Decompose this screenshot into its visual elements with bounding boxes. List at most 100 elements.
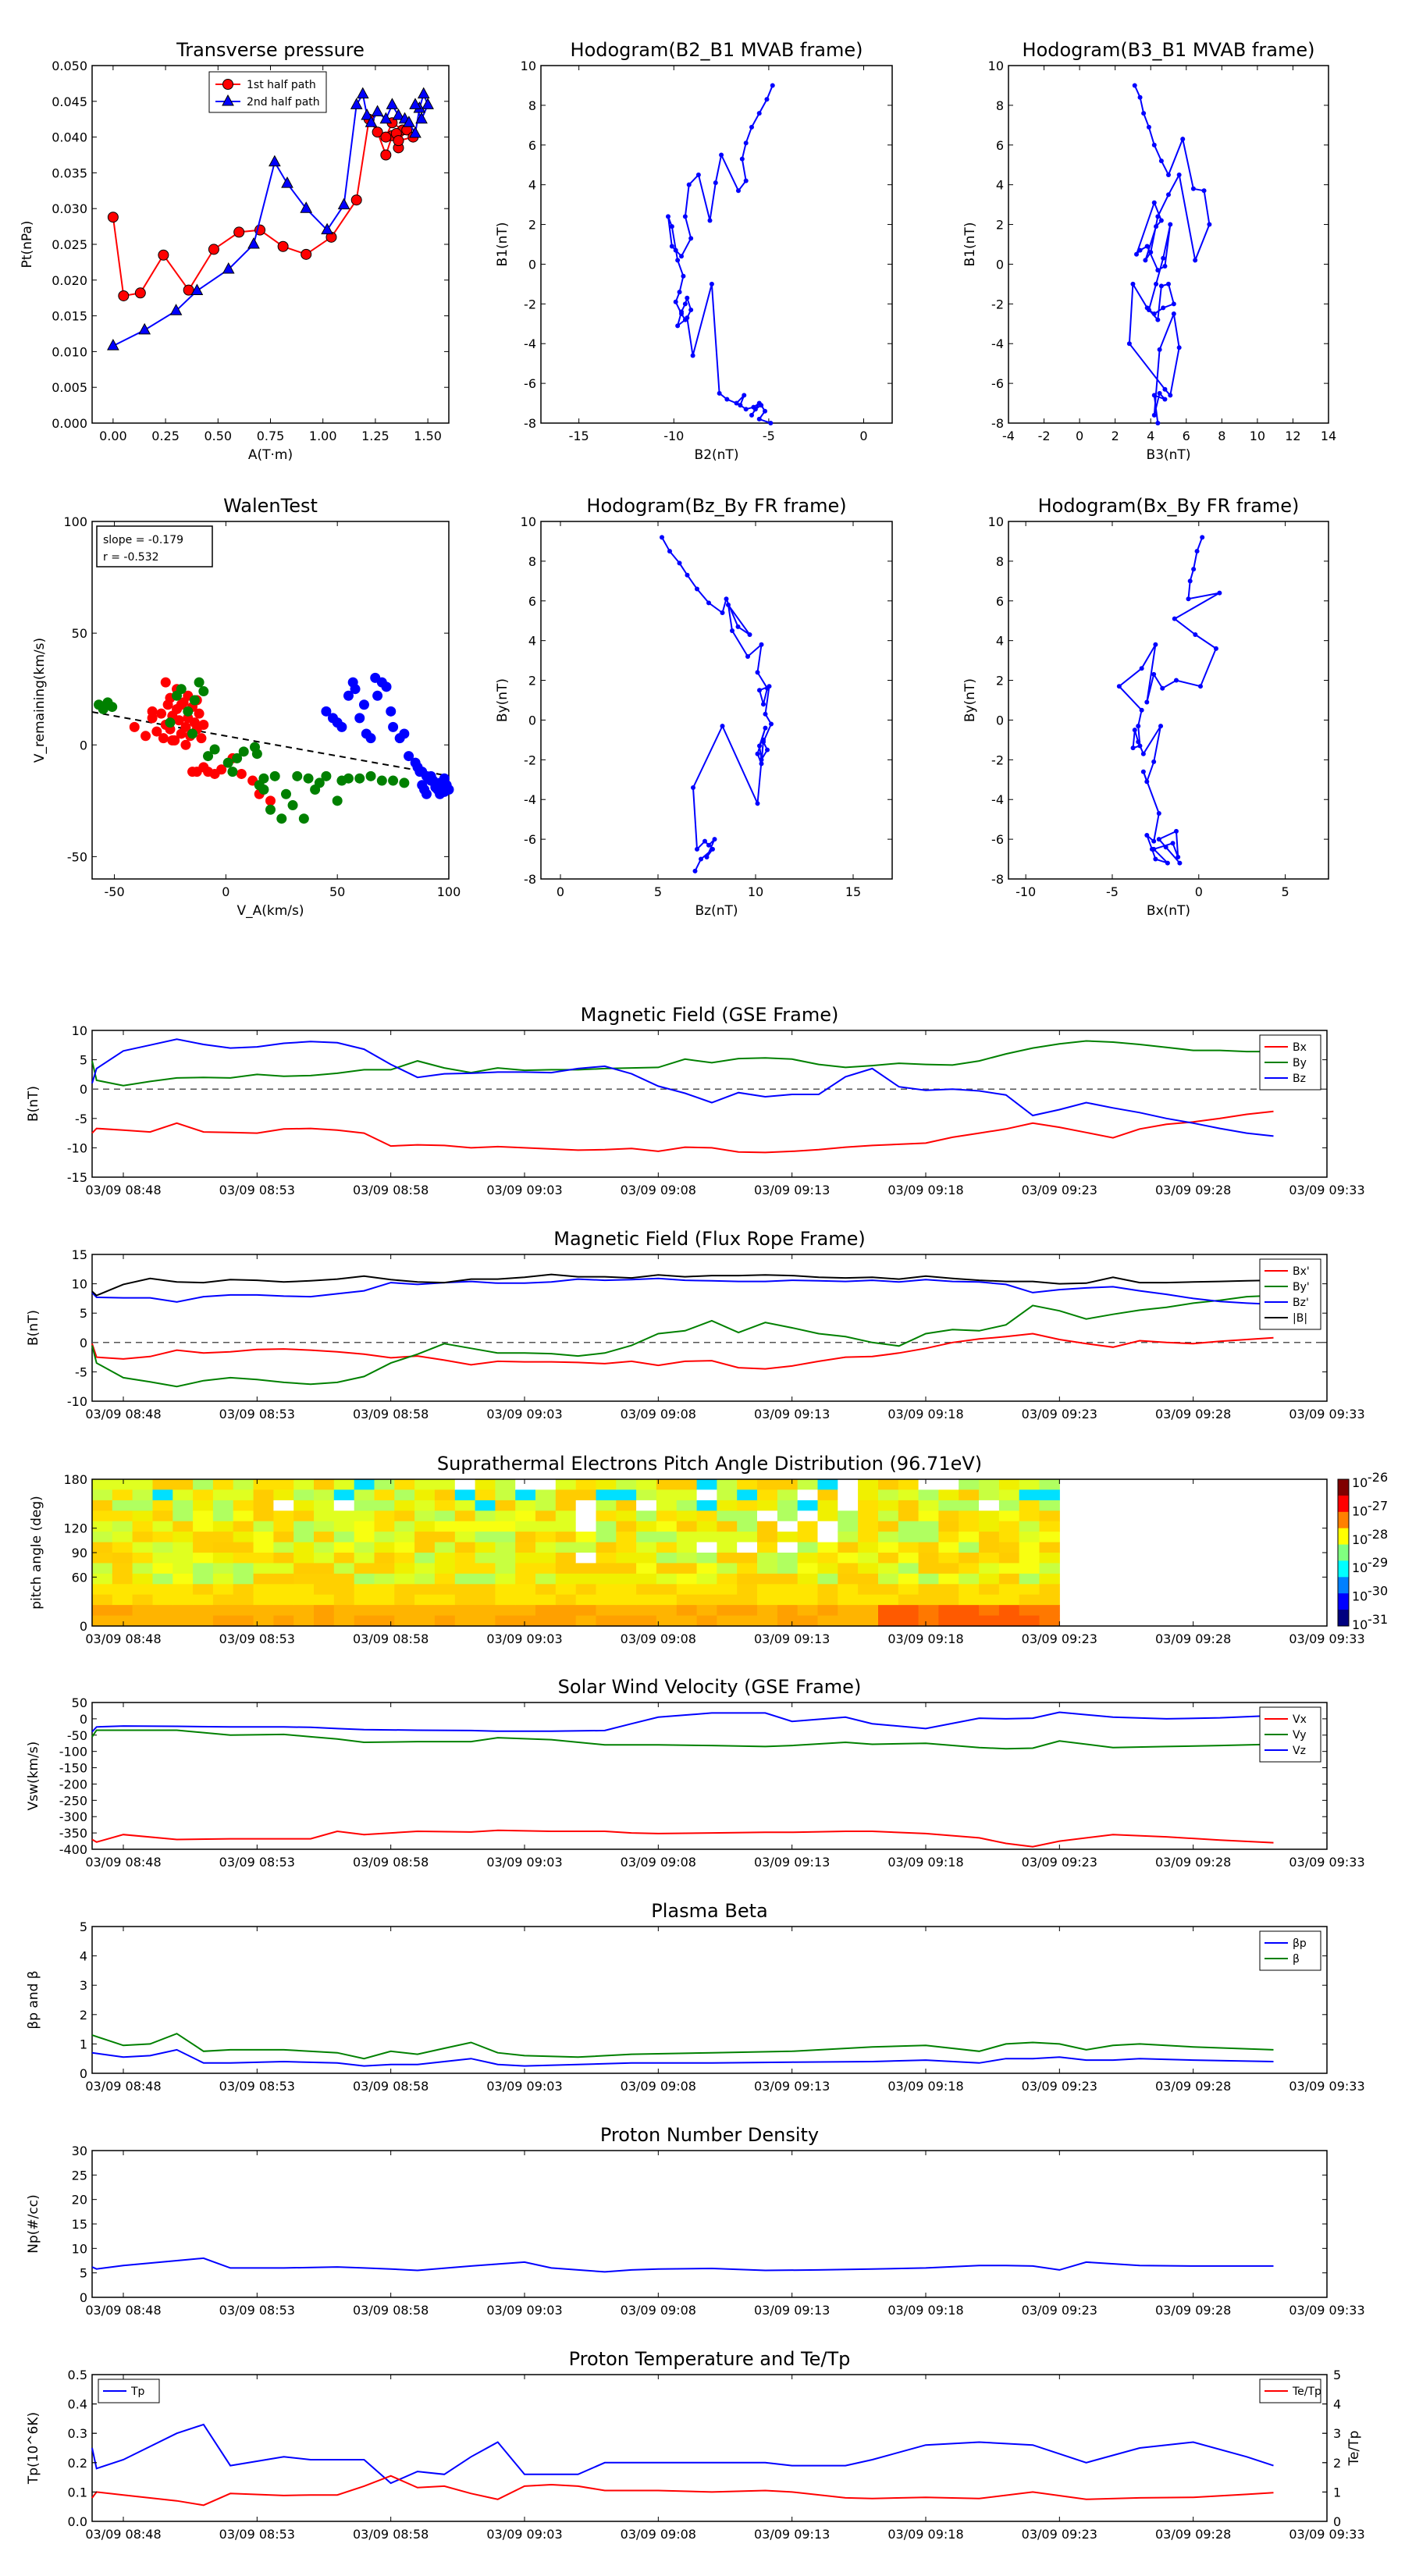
heatmap-cell bbox=[616, 1521, 637, 1532]
x-time-label: 03/09 09:18 bbox=[887, 1407, 963, 1421]
legend-label: By bbox=[1293, 1057, 1307, 1069]
heatmap-cell bbox=[1019, 1521, 1040, 1532]
data-point bbox=[763, 408, 768, 414]
heatmap-cell bbox=[575, 1573, 597, 1585]
x-tick-label: 15 bbox=[845, 884, 861, 899]
heatmap-cell bbox=[696, 1521, 717, 1532]
heatmap-cell bbox=[696, 1479, 717, 1490]
heatmap-cell bbox=[858, 1584, 879, 1596]
heatmap-cell bbox=[938, 1479, 959, 1490]
chart-title: Hodogram(Bx_By FR frame) bbox=[1038, 495, 1300, 517]
x-time-label: 03/09 09:13 bbox=[754, 1407, 830, 1421]
x-tick-label: -5 bbox=[763, 429, 775, 443]
heatmap-cell bbox=[878, 1510, 899, 1522]
heatmap-cell bbox=[838, 1594, 859, 1606]
heatmap-cell bbox=[979, 1542, 1000, 1553]
data-point bbox=[756, 416, 762, 422]
heatmap-cell bbox=[676, 1542, 698, 1553]
heatmap-cell bbox=[374, 1553, 395, 1564]
scatter-point bbox=[365, 733, 376, 744]
heatmap-cell bbox=[998, 1532, 1020, 1543]
x-tick-label: 2 bbox=[1112, 429, 1119, 443]
y-tick-label: 8 bbox=[528, 98, 536, 113]
heatmap-cell bbox=[92, 1584, 113, 1596]
scatter-point bbox=[332, 795, 343, 806]
legend-label: βp bbox=[1293, 1937, 1307, 1950]
heatmap-cell bbox=[475, 1542, 496, 1553]
heatmap-cell bbox=[898, 1563, 919, 1574]
scatter-point bbox=[194, 708, 205, 719]
y-axis-label: B1(nT) bbox=[962, 222, 978, 267]
heatmap-cell bbox=[212, 1605, 234, 1617]
heatmap-cell bbox=[374, 1615, 395, 1627]
scatter-point bbox=[176, 699, 187, 710]
heatmap-cell bbox=[1039, 1605, 1060, 1617]
heatmap-cell bbox=[596, 1605, 617, 1617]
heatmap-cell bbox=[717, 1510, 738, 1522]
heatmap-cell bbox=[979, 1584, 1000, 1596]
data-point bbox=[1151, 311, 1157, 317]
series-line-Vz bbox=[91, 1711, 1274, 1733]
scatter-point bbox=[238, 746, 249, 757]
data-point bbox=[107, 212, 119, 223]
heatmap-cell bbox=[918, 1479, 939, 1490]
heatmap-cell bbox=[495, 1479, 516, 1490]
data-point bbox=[300, 201, 313, 213]
data-point bbox=[752, 407, 758, 412]
heatmap-cell bbox=[656, 1489, 678, 1501]
x-time-label: 03/09 08:58 bbox=[353, 1183, 429, 1197]
data-point bbox=[1156, 837, 1161, 842]
legend-label: Bx bbox=[1293, 1041, 1307, 1054]
x-tick-label: -50 bbox=[104, 884, 124, 899]
heatmap-cell bbox=[333, 1542, 355, 1553]
heatmap-cell bbox=[515, 1521, 536, 1532]
x-tick-label: 0.00 bbox=[99, 429, 127, 443]
data-point bbox=[1198, 684, 1203, 689]
heatmap-cell bbox=[817, 1479, 838, 1490]
data-point bbox=[757, 688, 762, 693]
heatmap-cell bbox=[112, 1573, 133, 1585]
data-point bbox=[1201, 188, 1207, 194]
data-point bbox=[1156, 811, 1161, 817]
chart-walen: -50 0 50 100 -50 0 50 100 WalenTest V_A(km/s) V_re… bbox=[32, 495, 461, 919]
data-point bbox=[699, 856, 703, 862]
heatmap-cell bbox=[354, 1489, 375, 1501]
heatmap-cell bbox=[878, 1615, 899, 1627]
data-point bbox=[1137, 247, 1143, 253]
heatmap-cell bbox=[797, 1563, 819, 1574]
heatmap-cell bbox=[858, 1489, 879, 1501]
heatmap-cell bbox=[414, 1615, 436, 1627]
data-point bbox=[1170, 841, 1176, 846]
chart-pad: 03/09 08:48 03/09 08:53 03/09 08:58 03/09 0… bbox=[29, 1453, 1388, 1646]
heatmap-cell bbox=[555, 1532, 577, 1543]
heatmap-cell bbox=[273, 1594, 294, 1606]
heatmap-cell bbox=[959, 1500, 980, 1511]
data-point bbox=[742, 393, 747, 398]
heatmap-cell bbox=[959, 1479, 980, 1490]
data-point bbox=[321, 222, 333, 235]
heatmap-cell bbox=[717, 1594, 738, 1606]
x-axis-label: A(T·m) bbox=[248, 447, 293, 463]
scatter-point bbox=[269, 770, 280, 781]
heatmap-cell bbox=[152, 1615, 173, 1627]
heatmap-cell bbox=[475, 1489, 496, 1501]
heatmap-cell bbox=[636, 1615, 657, 1627]
heatmap-cell bbox=[314, 1615, 335, 1627]
colorbar-label: 10 bbox=[1352, 1532, 1368, 1547]
heatmap-cell bbox=[555, 1594, 577, 1606]
heatmap-cell bbox=[314, 1500, 335, 1511]
y-tick-label: 25 bbox=[72, 2168, 87, 2183]
heatmap-cell bbox=[998, 1605, 1020, 1617]
x-tick-label: 5 bbox=[1282, 884, 1289, 899]
heatmap-cell bbox=[333, 1489, 355, 1501]
heatmap-cell bbox=[616, 1479, 637, 1490]
x-tick-label: 12 bbox=[1285, 429, 1300, 443]
heatmap-cell bbox=[454, 1553, 476, 1564]
data-point bbox=[277, 240, 289, 252]
heatmap-cell bbox=[575, 1489, 597, 1501]
x-tick-label: 100 bbox=[437, 884, 461, 899]
data-point bbox=[356, 87, 369, 99]
y-axis-label: By(nT) bbox=[962, 678, 978, 722]
heatmap-cell bbox=[414, 1584, 436, 1596]
data-point bbox=[1143, 258, 1148, 263]
